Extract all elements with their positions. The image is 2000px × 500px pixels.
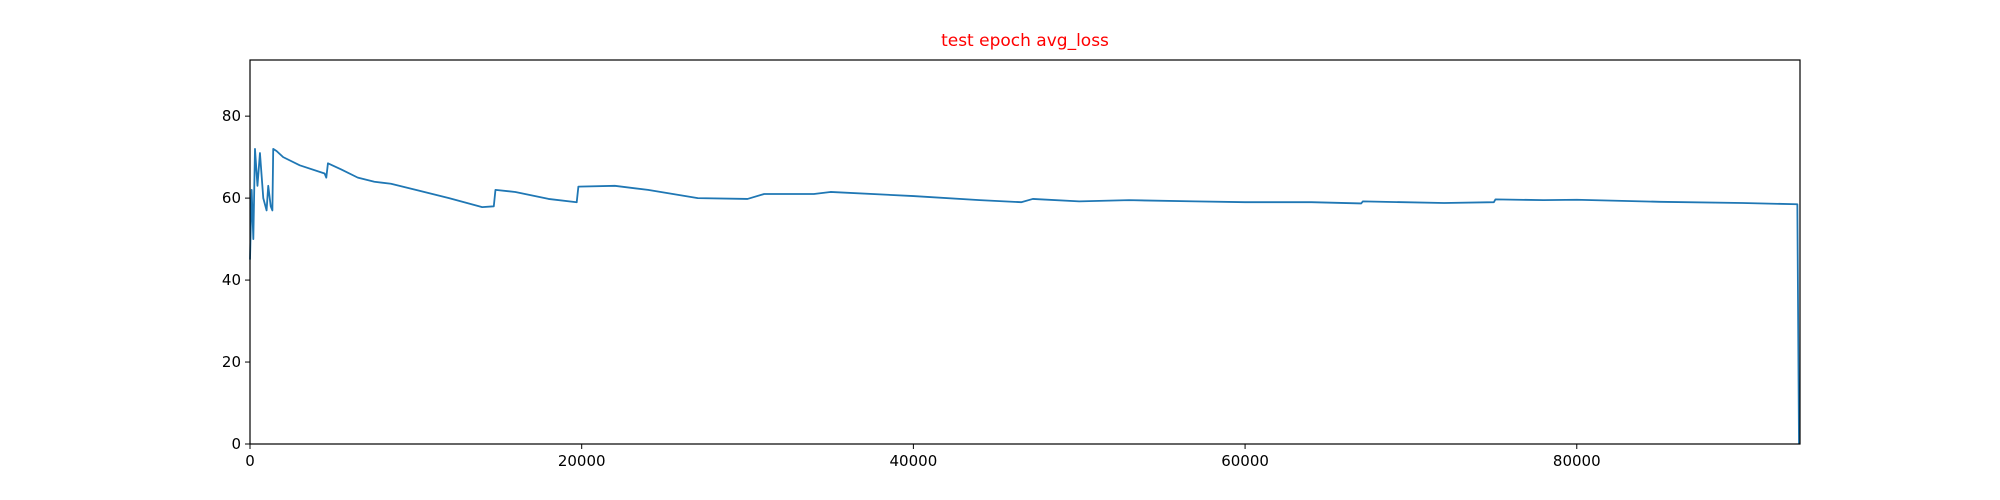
y-tick-label: 40 [222, 271, 241, 289]
x-tick-label: 40000 [890, 452, 938, 470]
y-tick-label: 60 [222, 189, 241, 207]
y-tick-label: 80 [222, 107, 241, 125]
x-tick-label: 60000 [1221, 452, 1269, 470]
line-series [249, 148, 1800, 445]
x-tick-label: 80000 [1553, 452, 1601, 470]
chart-title: test epoch avg_loss [941, 31, 1109, 51]
plot-frame [249, 59, 1801, 445]
x-tick-label: 20000 [558, 452, 606, 470]
y-tick-label: 20 [222, 353, 241, 371]
y-tick-label: 0 [231, 435, 241, 453]
x-tick-label: 0 [245, 452, 255, 470]
